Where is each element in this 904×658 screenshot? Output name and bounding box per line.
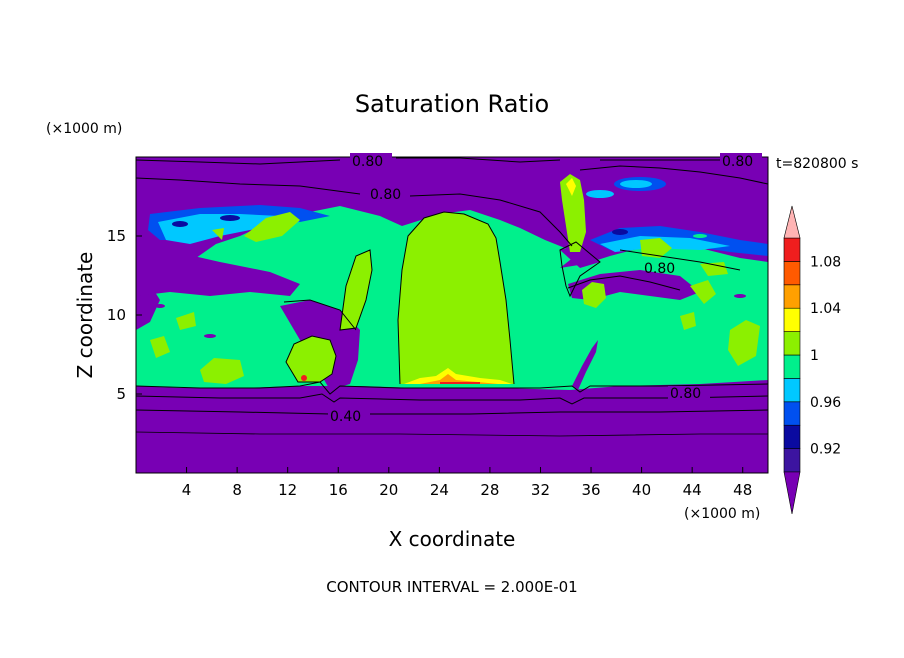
x-axis-title: X coordinate [389, 527, 516, 551]
time-label: t=820800 s [776, 156, 858, 172]
x-axis: 4 8 12 16 20 24 28 32 36 40 44 48 [182, 467, 752, 499]
region-central-column [398, 212, 514, 384]
region-left-column [340, 250, 372, 330]
region-small-right-1 [582, 282, 606, 308]
region-upper-left-patch [244, 212, 300, 242]
region-yellow-base [404, 368, 512, 384]
y-tick-label: 15 [107, 227, 126, 245]
colorbar-band [783, 378, 801, 403]
colorbar-band [783, 237, 801, 262]
upper-right-cyan-patch [620, 180, 652, 188]
x-tick-label: 28 [480, 481, 499, 499]
z-unit-label: (×1000 m) [46, 121, 122, 137]
x-tick-label: 24 [430, 481, 449, 499]
y-tick-label: 5 [116, 385, 126, 403]
contour-label-group: 0.80 0.80 0.80 0.80 0.80 0.40 [328, 153, 762, 425]
region-small-right-2 [640, 238, 672, 258]
colorbar-tick-label: 1.04 [810, 301, 841, 317]
region-red-spot [301, 375, 307, 381]
x-tick-label: 4 [182, 481, 192, 499]
colorbar-band [783, 261, 801, 286]
colorbar-band [783, 284, 801, 309]
colorbar-tick-label: 0.96 [810, 395, 841, 411]
region-orange-base [420, 374, 498, 384]
colorbar-tick-label: 0.92 [810, 442, 841, 458]
contour-label: 0.80 [352, 154, 383, 170]
colorbar-band [783, 448, 801, 473]
contour-label: 0.80 [370, 187, 401, 203]
dry-intrusion-left [136, 244, 300, 296]
colorbar-upper-cap [783, 205, 801, 239]
contour-label: 0.80 [670, 386, 701, 402]
region-red-base [440, 382, 480, 384]
x-tick-label: 40 [632, 481, 651, 499]
contour-field [136, 157, 768, 473]
x-tick-label: 16 [329, 481, 348, 499]
x-tick-label: 48 [733, 481, 752, 499]
colorbar-band [783, 354, 801, 379]
colorbar-band [783, 424, 801, 449]
colorbar: 0.92 0.96 1 1.04 1.08 [783, 205, 841, 515]
contour-label: 0.80 [644, 261, 675, 277]
region-diagonal-streak [572, 340, 598, 390]
colorbar-band [783, 307, 801, 332]
colorbar-band [783, 331, 801, 356]
speckles [155, 215, 746, 338]
region-left-small-patches [150, 228, 244, 384]
y-axis-title: Z coordinate [73, 252, 97, 379]
contour-label: 0.80 [722, 154, 753, 170]
upper-right-cyan-patch-2 [586, 190, 614, 198]
chart-title: Saturation Ratio [355, 90, 549, 118]
x-tick-label: 32 [531, 481, 550, 499]
colorbar-tick-label: 1.08 [810, 254, 841, 270]
colorbar-lower-cap [783, 471, 801, 515]
y-tick-label: 10 [107, 306, 126, 324]
contour-lines [136, 157, 768, 437]
region-right-patches [680, 262, 760, 366]
x-tick-label: 44 [683, 481, 702, 499]
contour-interval-note: CONTOUR INTERVAL = 2.000E-01 [326, 578, 577, 596]
colorbar-band [783, 401, 801, 426]
region-top-plume [560, 174, 586, 252]
x-tick-label: 12 [278, 481, 297, 499]
region-top-plume-core [566, 178, 576, 196]
region-left-blob [286, 336, 336, 382]
contour-label: 0.40 [330, 409, 361, 425]
colorbar-tick-label: 1 [810, 348, 819, 364]
x-unit-label: (×1000 m) [684, 506, 760, 522]
y-axis: 5 10 15 [107, 227, 142, 403]
x-tick-label: 8 [232, 481, 242, 499]
x-tick-label: 20 [379, 481, 398, 499]
x-tick-label: 36 [581, 481, 600, 499]
